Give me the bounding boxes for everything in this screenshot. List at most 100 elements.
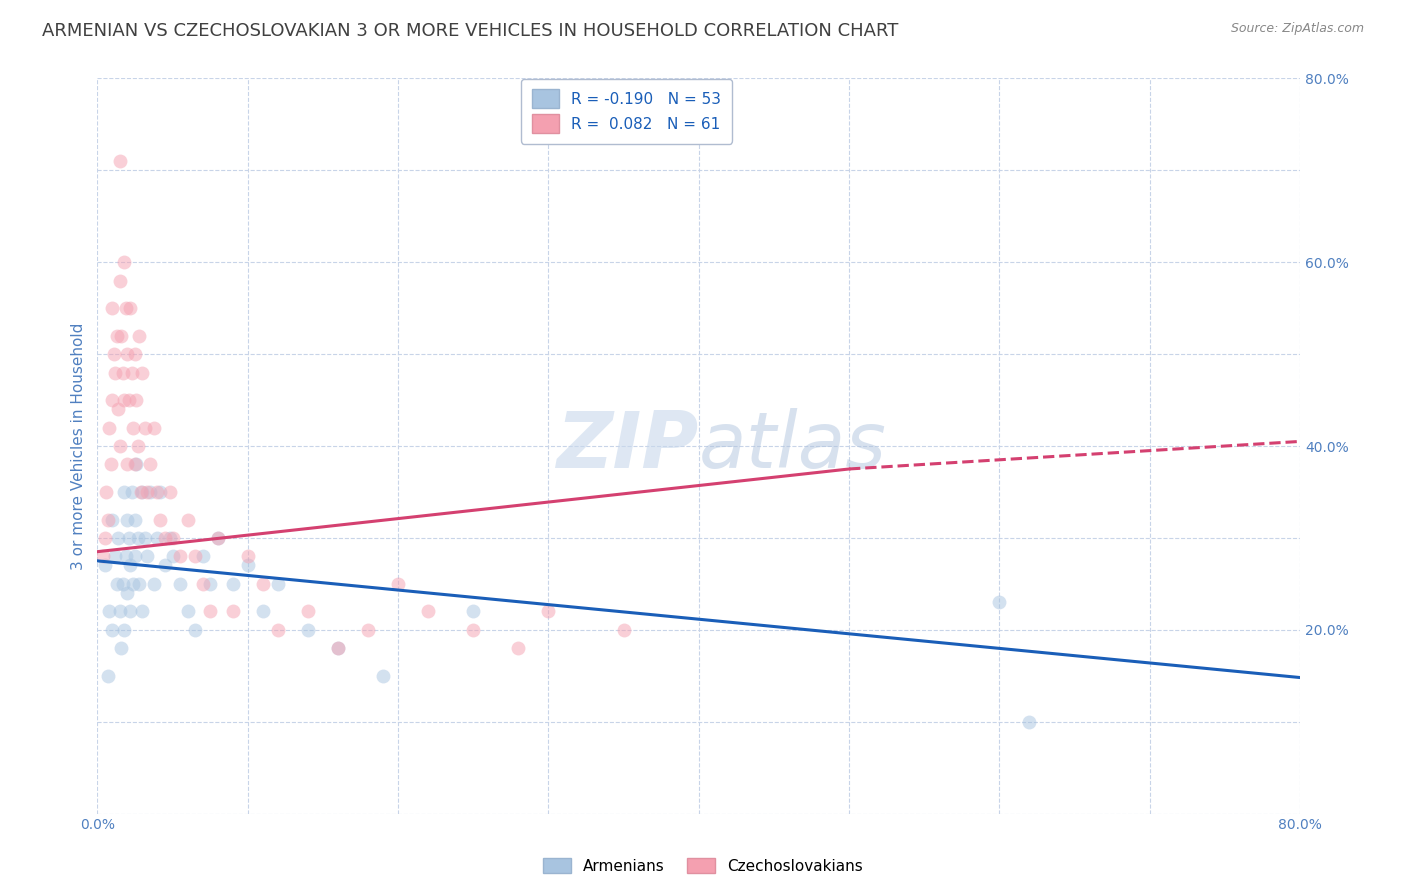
Point [100,458,122,472]
Point [297,623,319,637]
Point [988,595,1011,609]
Point [162,549,184,564]
Point [176,512,198,526]
Point [416,604,439,618]
Point [117,347,139,361]
Text: Source: ZipAtlas.com: Source: ZipAtlas.com [1230,22,1364,36]
Point [121,366,143,380]
Point [184,623,207,637]
Point [118,531,141,545]
Point [112,623,135,637]
Text: atlas: atlas [699,408,887,484]
Point [143,577,166,591]
Point [184,549,207,564]
Point [131,485,153,500]
Legend: R = -0.190   N = 53, R =  0.082   N = 61: R = -0.190 N = 53, R = 0.082 N = 61 [522,78,733,144]
Point [169,577,191,591]
Point [134,420,156,434]
Point [153,558,176,573]
Point [159,485,181,500]
Point [357,623,380,637]
Point [159,531,181,545]
Point [297,604,319,618]
Point [111,577,134,591]
Point [134,531,156,545]
Point [326,641,349,656]
Point [105,577,128,591]
Point [198,604,221,618]
Point [127,439,149,453]
Point [98,420,121,434]
Point [191,549,214,564]
Y-axis label: 3 or more Vehicles in Household: 3 or more Vehicles in Household [72,322,86,570]
Point [463,604,485,618]
Point [110,641,132,656]
Point [115,301,138,315]
Point [1018,714,1040,729]
Point [121,485,143,500]
Point [105,328,128,343]
Point [112,485,135,500]
Text: ARMENIAN VS CZECHOSLOVAKIAN 3 OR MORE VEHICLES IN HOUSEHOLD CORRELATION CHART: ARMENIAN VS CZECHOSLOVAKIAN 3 OR MORE VE… [42,22,898,40]
Point [508,641,530,656]
Point [252,577,274,591]
Point [207,531,229,545]
Point [139,485,162,500]
Point [107,531,129,545]
Point [122,420,145,434]
Point [146,531,169,545]
Point [267,577,290,591]
Point [128,577,150,591]
Point [143,420,166,434]
Point [111,366,134,380]
Point [252,604,274,618]
Point [103,347,125,361]
Point [131,366,153,380]
Point [146,485,169,500]
Point [191,577,214,591]
Point [117,586,139,600]
Point [122,577,145,591]
Point [124,549,146,564]
Point [124,512,146,526]
Point [97,512,120,526]
Point [108,274,131,288]
Point [118,393,141,408]
Point [120,558,142,573]
Point [221,577,243,591]
Point [117,458,139,472]
Point [108,604,131,618]
Point [104,549,127,564]
Point [101,393,124,408]
Point [108,154,131,169]
Point [101,623,124,637]
Point [221,604,243,618]
Point [125,393,148,408]
Point [112,393,135,408]
Point [236,549,259,564]
Point [198,577,221,591]
Point [104,366,127,380]
Point [124,458,146,472]
Point [117,512,139,526]
Point [136,549,159,564]
Point [149,485,172,500]
Point [125,458,148,472]
Point [153,531,176,545]
Point [136,485,159,500]
Point [162,531,184,545]
Point [326,641,349,656]
Point [169,549,191,564]
Point [463,623,485,637]
Point [96,485,118,500]
Text: ZIP: ZIP [557,408,699,484]
Point [94,531,117,545]
Point [127,531,149,545]
Point [387,577,409,591]
Point [267,623,290,637]
Point [107,402,129,417]
Point [101,512,124,526]
Point [108,439,131,453]
Point [131,604,153,618]
Point [94,558,117,573]
